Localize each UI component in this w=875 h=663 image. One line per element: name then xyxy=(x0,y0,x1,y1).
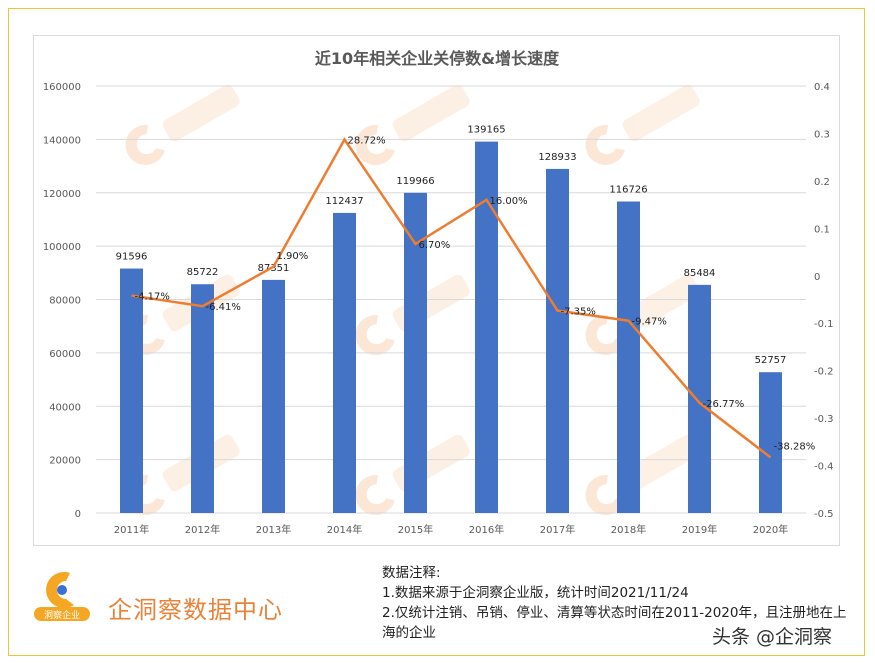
y-left-tick-label: 20000 xyxy=(49,456,81,467)
brand-name: 企洞察数据中心 xyxy=(108,596,283,624)
bar-data-label: 119966 xyxy=(396,176,434,187)
x-tick-label: 2014年 xyxy=(327,523,362,536)
data-notes: 数据注释: 1.数据来源于企洞察企业版，统计时间2021/11/24 2.仅统计… xyxy=(382,563,852,643)
bar xyxy=(191,284,214,513)
y-left-tick-label: 40000 xyxy=(49,402,81,413)
y-right-tick-label: 0.1 xyxy=(814,224,830,235)
x-tick-label: 2019年 xyxy=(682,523,717,536)
y-right-tick-label: -0.1 xyxy=(814,319,834,330)
growth-line xyxy=(131,137,772,459)
bar-data-label: 85484 xyxy=(684,268,716,279)
bar-data-label: 87351 xyxy=(258,263,290,274)
y-left-tick-label: 160000 xyxy=(43,82,81,93)
x-tick-label: 2011年 xyxy=(114,523,149,536)
line-data-label: -6.41% xyxy=(206,302,241,313)
x-tick-label: 2016年 xyxy=(469,523,504,536)
brand-logo: 洞察企业 xyxy=(34,571,90,621)
x-tick-label: 2013年 xyxy=(256,523,291,536)
line-data-label: 6.70% xyxy=(419,240,451,251)
bar-data-label: 128933 xyxy=(538,152,576,163)
notes-heading: 数据注释: xyxy=(382,565,441,581)
x-tick-label: 2017年 xyxy=(540,523,575,536)
chart-container: 近10年相关企业关停数&增长速度 0 20000 40000 60000 80000 100… xyxy=(33,35,840,546)
bar xyxy=(404,192,427,513)
bar-data-label: 85722 xyxy=(187,267,219,278)
y-left-tick-label: 80000 xyxy=(49,296,81,307)
y-left-tick-label: 140000 xyxy=(43,135,81,146)
watermark-logo xyxy=(125,84,240,165)
y-left-tick-label: 100000 xyxy=(43,242,81,253)
y-right-tick-label: -0.2 xyxy=(814,367,834,378)
notes-line-2: 2.仅统计注销、吊销、停业、清算等状态时间在2011-2020年，且注册地在上海… xyxy=(382,605,847,641)
x-tick-label: 2020年 xyxy=(753,523,788,536)
line-data-label: -26.77% xyxy=(703,399,745,410)
bar-data-label: 52757 xyxy=(755,355,787,366)
y-right-tick-label: -0.3 xyxy=(814,414,834,425)
x-tick-label: 2012年 xyxy=(185,523,220,536)
line-data-label: -7.35% xyxy=(561,307,596,318)
bar-data-label: 91596 xyxy=(116,252,148,263)
watermark-logo xyxy=(585,84,700,165)
outer-frame xyxy=(8,8,865,656)
watermark-logo xyxy=(585,274,700,355)
line-data-label: -4.17% xyxy=(135,292,170,303)
chart-title: 近10年相关企业关停数&增长速度 xyxy=(315,49,560,68)
y-left-tick-label: 60000 xyxy=(49,349,81,360)
bar xyxy=(688,284,711,513)
x-tick-label: 2015年 xyxy=(398,523,433,536)
y-right-tick-label: 0.2 xyxy=(814,177,830,188)
bar-data-label: 116726 xyxy=(609,184,647,195)
y-right-tick-label: -0.5 xyxy=(814,509,834,520)
line-data-label: 16.00% xyxy=(490,196,528,207)
y-right-tick-label: -0.4 xyxy=(814,462,834,473)
y-right-tick-label: 0 xyxy=(814,272,820,283)
line-data-label: 1.90% xyxy=(277,251,309,262)
y-left-tick-label: 0 xyxy=(75,509,81,520)
notes-line-1: 1.数据来源于企洞察企业版，统计时间2021/11/24 xyxy=(382,585,689,601)
line-data-label: -9.47% xyxy=(632,317,667,328)
y-right-tick-label: 0.4 xyxy=(814,82,830,93)
logo-text: 洞察企业 xyxy=(44,609,80,621)
line-data-label: -38.28% xyxy=(774,441,816,452)
bar xyxy=(475,141,498,514)
line-data-label: 28.72% xyxy=(348,136,386,147)
x-tick-label: 2018年 xyxy=(611,523,646,536)
bar xyxy=(617,201,640,513)
y-right-tick-label: 0.3 xyxy=(814,129,830,140)
bar xyxy=(333,212,356,513)
bar xyxy=(262,279,285,513)
y-left-tick-label: 120000 xyxy=(43,189,81,200)
watermark-logo xyxy=(355,84,470,165)
bar xyxy=(546,168,569,514)
bar xyxy=(120,268,143,513)
bar xyxy=(759,372,782,513)
watermark-logo xyxy=(585,434,700,515)
combo-chart: 近10年相关企业关停数&增长速度 0 20000 40000 60000 80000 100… xyxy=(43,49,834,536)
bar-data-label: 139165 xyxy=(467,125,505,136)
credit-text: 头条 @企洞察 xyxy=(712,626,833,648)
bar-data-label: 112437 xyxy=(325,196,363,207)
